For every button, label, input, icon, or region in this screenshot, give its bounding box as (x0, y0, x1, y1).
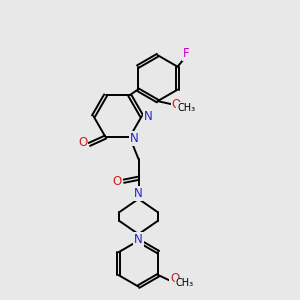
Text: CH₃: CH₃ (177, 103, 195, 112)
Text: N: N (144, 110, 153, 123)
Text: O: O (78, 136, 88, 149)
Text: F: F (183, 47, 190, 60)
Text: O: O (172, 98, 181, 111)
Text: O: O (170, 272, 179, 285)
Text: CH₃: CH₃ (176, 278, 194, 288)
Text: N: N (130, 132, 139, 145)
Text: O: O (113, 175, 122, 188)
Text: N: N (134, 233, 143, 246)
Text: N: N (134, 188, 143, 200)
